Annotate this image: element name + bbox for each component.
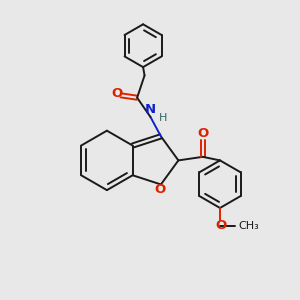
Text: O: O bbox=[215, 219, 226, 232]
Text: N: N bbox=[145, 103, 156, 116]
Text: CH₃: CH₃ bbox=[238, 221, 259, 231]
Text: H: H bbox=[159, 113, 167, 123]
Text: O: O bbox=[197, 127, 208, 140]
Text: O: O bbox=[155, 183, 166, 196]
Text: O: O bbox=[111, 87, 122, 100]
